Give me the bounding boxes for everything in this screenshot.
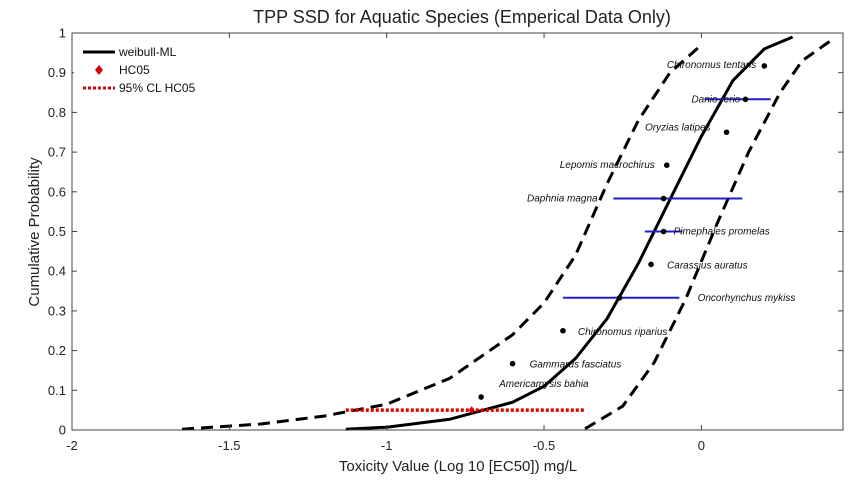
weibull-fit-curve [345, 35, 794, 431]
species-label: Chironomus tentans [667, 60, 757, 71]
species-label: Daphnia magna [527, 194, 598, 205]
upper-cl-curve [584, 39, 832, 431]
species-label: Chironomus riparius [578, 327, 667, 338]
data-point [478, 394, 484, 400]
data-point [660, 195, 667, 202]
axis-ticks: -2 -1.5 -1 -0.5 0 0 0.1 0.2 0.3 0.4 0.5 0.6 0.7 0.8 0.… [48, 26, 843, 453]
y-axis-label: Cumulative Probability [26, 157, 43, 307]
data-point [660, 228, 667, 235]
data-point [616, 294, 623, 301]
chart-title: TPP SSD for Aquatic Species (Emperical D… [253, 7, 671, 27]
x-tick-label: -0.5 [533, 438, 555, 453]
x-tick-label: -1 [381, 438, 393, 453]
y-tick-label: 0.8 [48, 105, 66, 120]
legend-label-hc05-cl: 95% CL HC05 [119, 81, 196, 95]
species-label: Oncorhynchus mykiss [698, 293, 796, 304]
y-tick-label: 0.5 [48, 224, 66, 239]
lower-cl-curve [182, 43, 703, 431]
data-point [648, 261, 654, 268]
hc05-marker [468, 406, 475, 415]
species-label: Lepomis macrochirus [560, 160, 655, 171]
plot-area: Americamysis bahia Gammarus fasciatus Chir… [182, 35, 832, 431]
species-label: Gammarus fasciatus [530, 360, 622, 371]
y-tick-label: 0.7 [48, 145, 66, 160]
species-label: Pimephales promelas [674, 227, 770, 238]
y-tick-label: 0 [59, 423, 66, 438]
y-tick-label: 0.3 [48, 303, 66, 318]
x-tick-label: 0 [698, 438, 705, 453]
legend-label-hc05: HC05 [119, 63, 150, 77]
data-point [509, 360, 516, 367]
x-tick-label: -1.5 [218, 438, 240, 453]
data-point [761, 63, 768, 69]
y-tick-label: 0.1 [48, 383, 66, 398]
species-label: Oryzias latipes [645, 122, 711, 133]
legend-box [74, 35, 214, 97]
y-tick-label: 1 [59, 26, 66, 41]
y-tick-label: 0.9 [48, 65, 66, 80]
species-label: Danio rerio [691, 94, 740, 105]
data-point [663, 162, 670, 169]
legend: weibull-ML HC05 95% CL HC05 [74, 35, 214, 97]
legend-swatch-hc05 [95, 65, 103, 75]
data-point [723, 129, 730, 136]
data-point [742, 96, 749, 103]
y-tick-label: 0.6 [48, 184, 66, 199]
x-axis-label: Toxicity Value (Log 10 [EC50]) mg/L [339, 458, 577, 475]
y-tick-label: 0.4 [48, 264, 66, 279]
species-label: Americamysis bahia [498, 379, 589, 390]
legend-label-weibull: weibull-ML [118, 45, 177, 59]
data-point [560, 327, 566, 334]
y-tick-label: 0.2 [48, 343, 66, 358]
species-label: Carassius auratus [667, 260, 748, 271]
x-tick-label: -2 [66, 438, 78, 453]
